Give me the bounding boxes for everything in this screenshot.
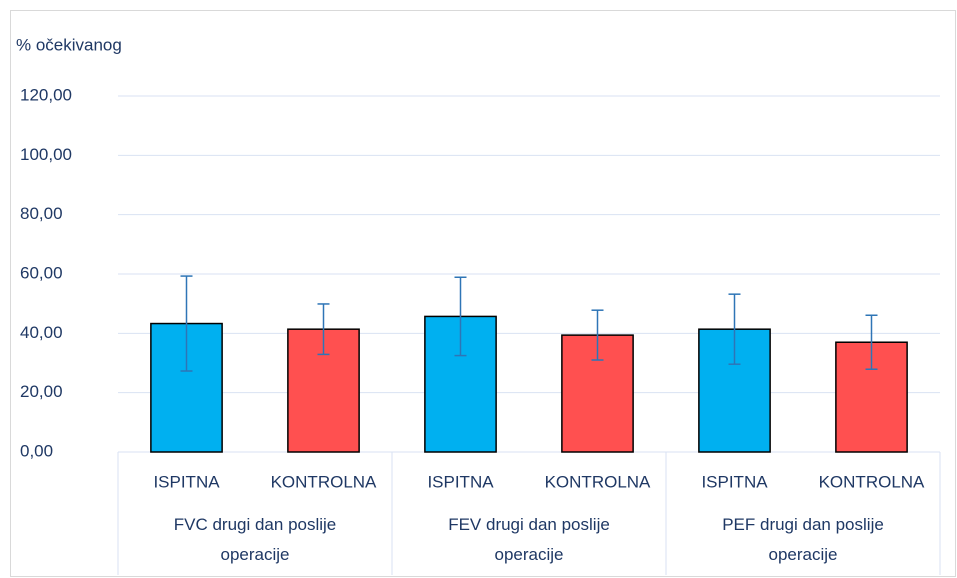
- y-tick-label: 0,00: [20, 441, 53, 460]
- y-tick-label: 20,00: [20, 382, 63, 401]
- y-axis-title: % očekivanog: [16, 35, 122, 54]
- group-label: PEF drugi dan poslije operacije: [722, 515, 884, 564]
- y-tick-label: 60,00: [20, 263, 63, 282]
- y-tick-label: 120,00: [20, 85, 72, 104]
- group-label: FVC drugi dan poslije operacije: [173, 515, 337, 564]
- x-tick-label: KONTROLNA: [545, 472, 651, 491]
- group-label-box: FEV drugi dan poslije operacije: [448, 515, 610, 564]
- y-tick-label: 80,00: [20, 204, 63, 223]
- x-tick-label: ISPITNA: [153, 472, 220, 491]
- y-tick-label: 40,00: [20, 323, 63, 342]
- x-tick-label: ISPITNA: [701, 472, 768, 491]
- chart-border: [10, 10, 956, 577]
- group-label-box: PEF drugi dan poslije operacije: [722, 515, 884, 564]
- group-label-box: FVC drugi dan poslije operacije: [173, 515, 337, 564]
- x-tick-label: KONTROLNA: [271, 472, 377, 491]
- x-tick-label: ISPITNA: [427, 472, 494, 491]
- group-label: FEV drugi dan poslije operacije: [448, 515, 610, 564]
- y-tick-label: 100,00: [20, 145, 72, 164]
- x-tick-label: KONTROLNA: [819, 472, 925, 491]
